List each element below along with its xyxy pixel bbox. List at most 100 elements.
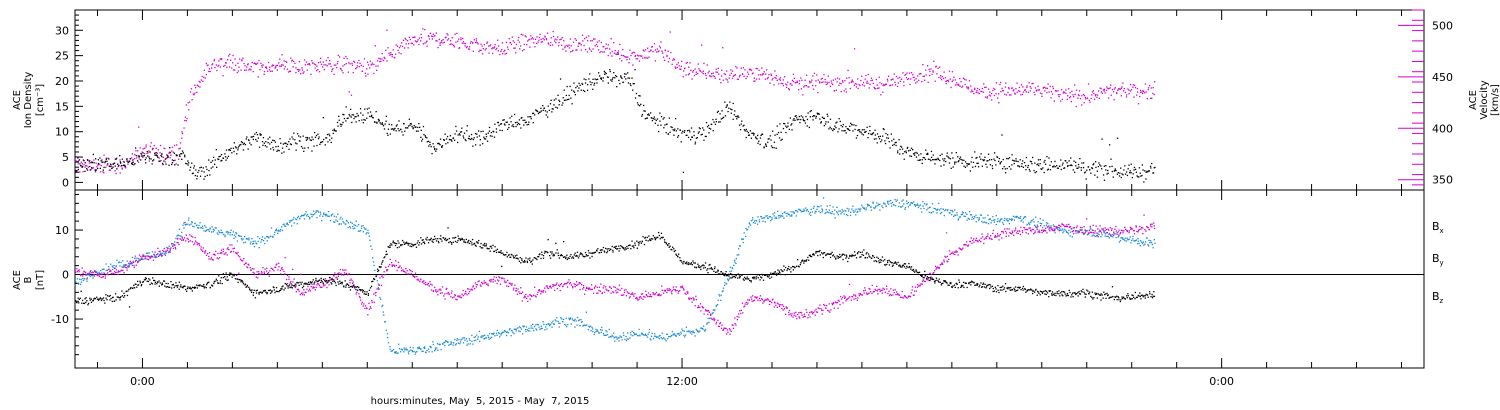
velocity-point [1026,85,1028,87]
velocity-point [730,72,732,74]
density-point [563,99,566,101]
density-point [620,75,622,77]
density-point [830,128,832,130]
density-point [230,147,232,149]
velocity-point [850,81,852,83]
velocity-point [605,43,607,45]
by-point [188,217,190,219]
density-point [863,129,865,131]
velocity-point [468,48,470,50]
velocity-point [997,97,999,99]
bz-point [177,237,179,240]
velocity-point [505,52,508,55]
bz-point [298,290,300,292]
by-point [527,330,529,332]
velocity-point [636,58,639,60]
bz-point [451,290,453,292]
velocity-point [1050,97,1052,99]
by-point [1121,237,1123,239]
by-point [966,213,968,215]
by-point [612,335,614,338]
velocity-point [720,82,722,84]
velocity-point [181,137,183,139]
density-point [974,151,976,153]
by-point [1030,221,1032,224]
density-point [1136,175,1138,177]
density-point [377,118,380,121]
velocity-point [583,44,585,47]
density-point [294,142,297,144]
velocity-point [857,78,859,80]
density-point [884,142,887,145]
velocity-point [558,45,560,47]
velocity-point [954,79,956,81]
velocity-point [991,93,993,95]
velocity-point [635,58,637,60]
bz-point [166,250,168,252]
velocity-point [854,83,856,85]
bz-point [124,264,126,266]
velocity-point [801,79,803,81]
density-point [327,141,329,143]
bz-point [499,277,501,279]
by-point [938,209,941,211]
by-point [187,219,190,221]
by-point [775,216,777,218]
velocity-point [963,78,966,80]
density-point [132,161,134,163]
velocity-point [775,77,777,79]
velocity-point [450,43,452,45]
velocity-point [945,82,947,85]
by-point [457,342,459,344]
by-point [316,217,318,219]
density-point [838,118,840,120]
bz-point [343,269,345,271]
velocity-point [1027,91,1030,93]
density-point [384,123,386,125]
by-point [236,240,239,242]
by-point [879,203,881,205]
density-point [1025,169,1027,171]
by-point [1053,228,1055,230]
velocity-point [615,53,617,56]
density-point [124,165,127,167]
density-point [307,147,309,149]
velocity-point [992,89,994,92]
density-point [828,128,830,130]
velocity-point [1016,91,1018,93]
bz-point [342,269,344,271]
by-point [479,340,481,342]
by-point [818,210,820,213]
bz-point [80,274,82,277]
density-point [708,132,710,134]
velocity-point [415,41,417,43]
by-point [600,331,602,333]
bz-point [269,270,271,272]
density-point [653,116,655,118]
bz-point [267,271,270,274]
density-point [128,160,130,162]
by-point [1122,237,1124,239]
by-point [845,210,847,212]
density-point [827,121,829,123]
by-point [93,273,95,276]
by-point [771,218,773,221]
density-point [160,154,162,157]
bz-point [332,274,335,276]
bz-point [246,266,248,268]
velocity-point [662,56,665,58]
by-point [191,221,193,223]
bz-point [181,239,183,241]
by-point [190,223,192,225]
density-point [976,162,978,164]
by-point [940,211,943,214]
by-point [562,321,564,323]
bz-point [82,272,84,274]
velocity-point [363,58,366,60]
velocity-point [598,40,600,42]
density-point [522,119,524,121]
density-point [280,142,282,144]
velocity-point [144,153,146,155]
by-point [975,214,977,216]
velocity-point [833,90,836,92]
